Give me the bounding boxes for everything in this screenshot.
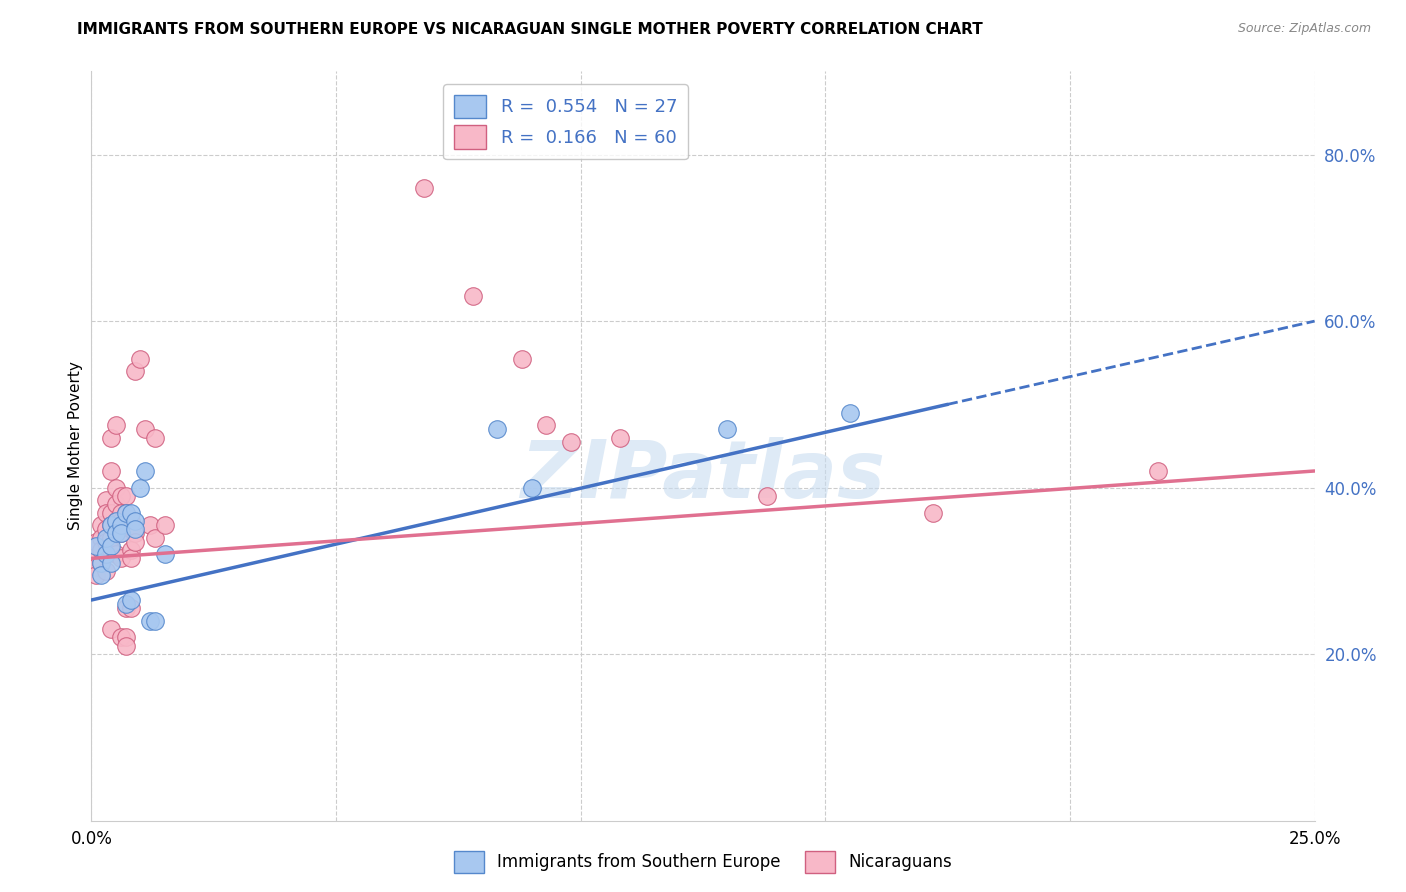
- Point: [139, 518, 162, 533]
- Point: [100, 556, 122, 570]
- Point: [110, 506, 132, 520]
- Point: [120, 522, 142, 536]
- Point: [124, 364, 146, 378]
- Point: [486, 422, 509, 436]
- Point: [153, 547, 176, 561]
- Point: [104, 481, 127, 495]
- Point: [1147, 464, 1170, 478]
- Point: [134, 422, 156, 436]
- Point: [110, 551, 132, 566]
- Point: [100, 518, 122, 533]
- Point: [120, 601, 142, 615]
- Point: [134, 464, 156, 478]
- Point: [129, 481, 152, 495]
- Point: [104, 547, 127, 561]
- Point: [100, 464, 122, 478]
- Point: [922, 506, 945, 520]
- Point: [120, 514, 142, 528]
- Point: [114, 639, 136, 653]
- Point: [104, 514, 127, 528]
- Point: [114, 631, 136, 645]
- Point: [104, 418, 127, 433]
- Point: [90, 568, 112, 582]
- Point: [100, 543, 122, 558]
- Point: [90, 556, 112, 570]
- Point: [84, 539, 107, 553]
- Point: [114, 597, 136, 611]
- Point: [143, 431, 166, 445]
- Point: [84, 547, 107, 561]
- Legend: Immigrants from Southern Europe, Nicaraguans: Immigrants from Southern Europe, Nicarag…: [447, 845, 959, 880]
- Point: [536, 418, 558, 433]
- Point: [110, 526, 132, 541]
- Point: [94, 506, 117, 520]
- Text: Source: ZipAtlas.com: Source: ZipAtlas.com: [1237, 22, 1371, 36]
- Point: [110, 518, 132, 533]
- Point: [94, 522, 117, 536]
- Point: [90, 531, 112, 545]
- Point: [104, 497, 127, 511]
- Point: [100, 518, 122, 533]
- Point: [114, 506, 136, 520]
- Point: [124, 526, 146, 541]
- Point: [120, 543, 142, 558]
- Point: [560, 434, 582, 449]
- Point: [84, 534, 107, 549]
- Text: IMMIGRANTS FROM SOUTHERN EUROPE VS NICARAGUAN SINGLE MOTHER POVERTY CORRELATION : IMMIGRANTS FROM SOUTHERN EUROPE VS NICAR…: [77, 22, 983, 37]
- Point: [90, 518, 112, 533]
- Point: [114, 506, 136, 520]
- Point: [120, 551, 142, 566]
- Point: [110, 514, 132, 528]
- Point: [110, 631, 132, 645]
- Point: [94, 534, 117, 549]
- Point: [100, 622, 122, 636]
- Point: [84, 559, 107, 574]
- Point: [129, 351, 152, 366]
- Point: [124, 522, 146, 536]
- Point: [139, 614, 162, 628]
- Point: [110, 526, 132, 541]
- Point: [94, 547, 117, 561]
- Point: [104, 526, 127, 541]
- Point: [100, 531, 122, 545]
- Point: [124, 534, 146, 549]
- Point: [143, 614, 166, 628]
- Point: [120, 506, 142, 520]
- Point: [755, 489, 778, 503]
- Point: [153, 518, 176, 533]
- Point: [84, 568, 107, 582]
- Point: [510, 351, 533, 366]
- Point: [100, 539, 122, 553]
- Point: [100, 506, 122, 520]
- Y-axis label: Single Mother Poverty: Single Mother Poverty: [67, 361, 83, 531]
- Point: [90, 543, 112, 558]
- Point: [124, 514, 146, 528]
- Point: [143, 531, 166, 545]
- Point: [413, 181, 436, 195]
- Point: [90, 556, 112, 570]
- Point: [838, 406, 860, 420]
- Point: [461, 289, 484, 303]
- Point: [609, 431, 631, 445]
- Point: [104, 514, 127, 528]
- Point: [94, 564, 117, 578]
- Point: [110, 489, 132, 503]
- Text: ZIPatlas: ZIPatlas: [520, 437, 886, 515]
- Point: [94, 531, 117, 545]
- Point: [94, 493, 117, 508]
- Point: [520, 481, 543, 495]
- Point: [114, 489, 136, 503]
- Point: [104, 526, 127, 541]
- Point: [100, 431, 122, 445]
- Point: [114, 601, 136, 615]
- Point: [120, 593, 142, 607]
- Point: [716, 422, 738, 436]
- Legend: R =  0.554   N = 27, R =  0.166   N = 60: R = 0.554 N = 27, R = 0.166 N = 60: [443, 84, 688, 160]
